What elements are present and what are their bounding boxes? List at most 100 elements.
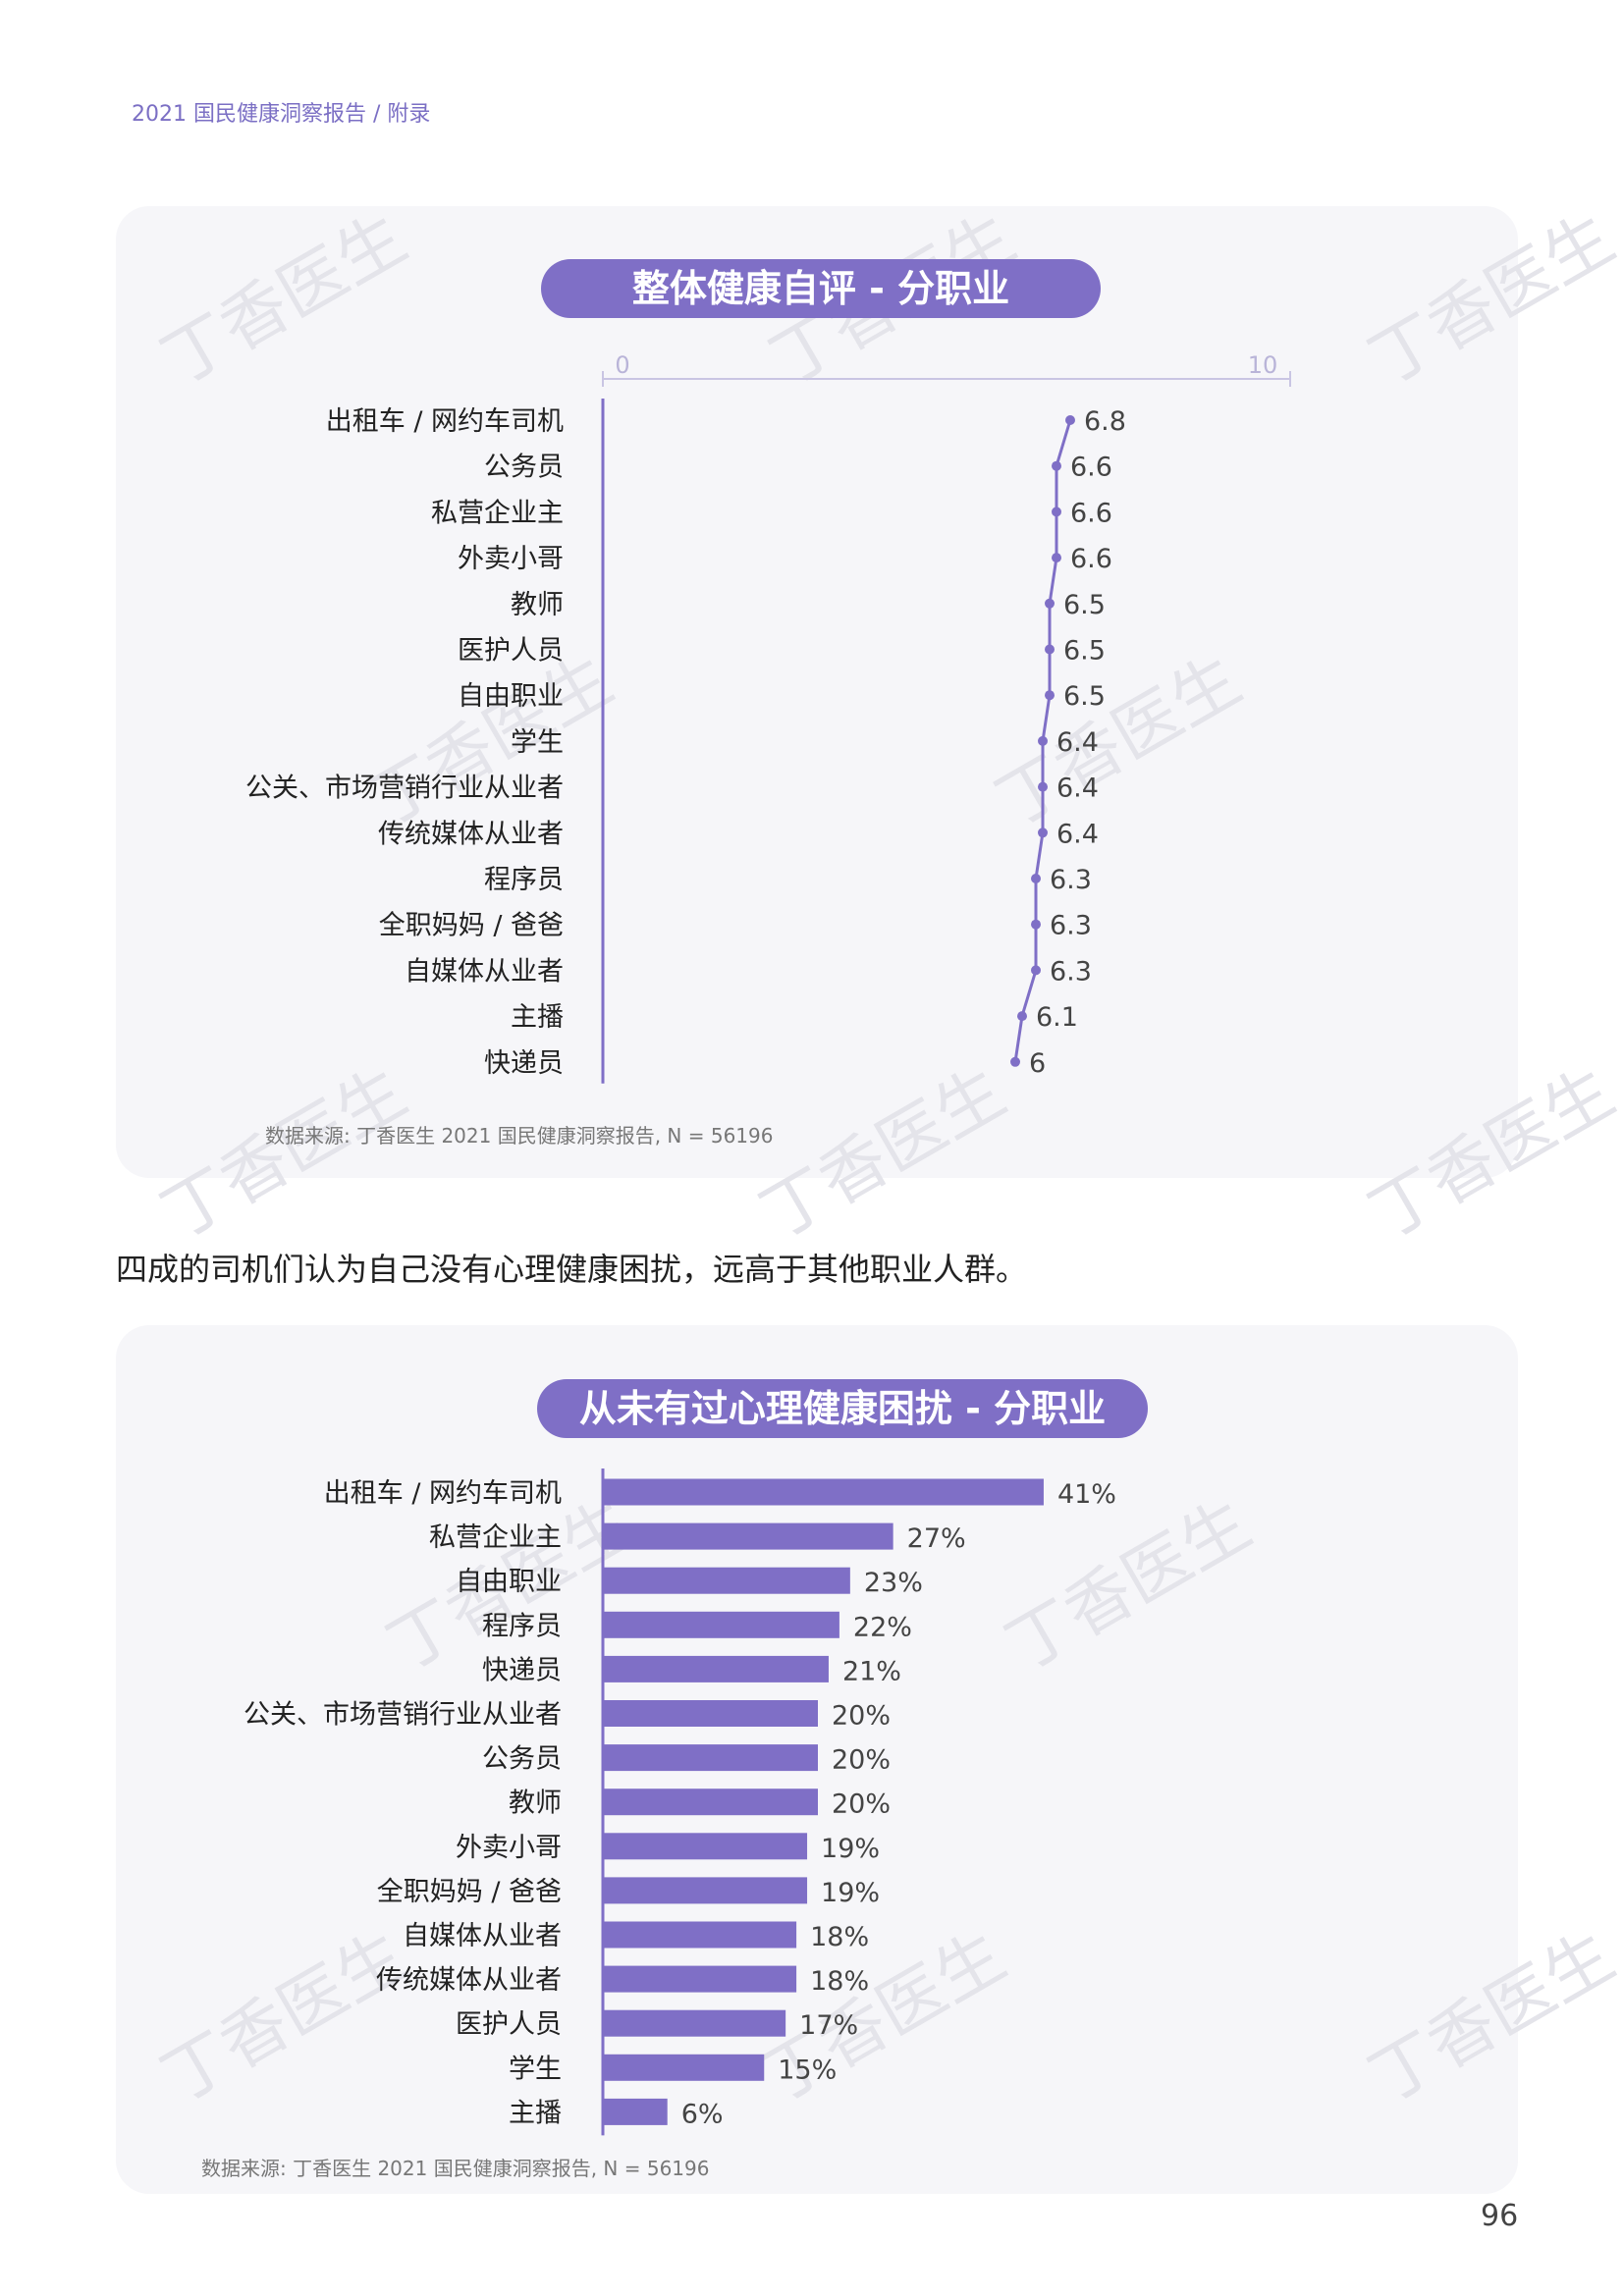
data-point	[1052, 507, 1061, 517]
data-label: 20%	[832, 1701, 891, 1732]
page-number: 96	[1481, 2199, 1519, 2233]
category-label: 教师	[511, 590, 564, 620]
data-label: 6.3	[1050, 956, 1092, 987]
data-label: 6.8	[1084, 406, 1126, 437]
category-label: 教师	[509, 1789, 562, 1819]
data-label: 18%	[810, 1922, 869, 1952]
data-point	[1010, 1056, 1020, 1067]
data-label: 6	[1029, 1048, 1046, 1079]
data-point	[1045, 598, 1055, 609]
report-header: 2021 国民健康洞察报告 / 附录	[132, 102, 431, 127]
data-point	[1045, 690, 1055, 701]
chart-source-mental-health: 数据来源: 丁香医生 2021 国民健康洞察报告, N = 56196	[201, 2157, 710, 2180]
data-label: 6.5	[1063, 681, 1106, 712]
data-label: 27%	[907, 1523, 966, 1554]
data-point	[1052, 460, 1061, 471]
bar	[603, 1744, 818, 1772]
category-label: 主播	[509, 2098, 562, 2128]
category-label: 自由职业	[458, 681, 564, 712]
category-label: 公务员	[482, 1744, 562, 1775]
chart-title-self-rating: 整体健康自评 - 分职业	[541, 259, 1101, 318]
bar	[603, 1877, 808, 1904]
data-label: 22%	[853, 1612, 912, 1642]
category-label: 主播	[511, 1002, 564, 1033]
bar	[603, 1567, 850, 1594]
category-label: 传统媒体从业者	[378, 819, 564, 849]
category-label: 自媒体从业者	[403, 1921, 562, 1951]
category-label: 公关、市场营销行业从业者	[245, 774, 564, 804]
data-point	[1031, 919, 1041, 930]
category-label: 外卖小哥	[458, 544, 564, 574]
x-tick-label: 10	[1248, 351, 1278, 379]
category-label: 外卖小哥	[456, 1833, 562, 1863]
data-label: 6.4	[1056, 727, 1099, 758]
category-label: 医护人员	[456, 2009, 562, 2040]
data-point	[1038, 828, 1048, 838]
bar	[603, 1478, 1044, 1506]
category-label: 自由职业	[456, 1567, 562, 1597]
data-label: 19%	[821, 1878, 880, 1908]
body-paragraph: 四成的司机们认为自己没有心理健康困扰，远高于其他职业人群。	[116, 1251, 1028, 1288]
bar	[603, 2054, 765, 2081]
category-label: 私营企业主	[431, 498, 564, 528]
category-label: 快递员	[482, 1655, 562, 1685]
category-label: 学生	[511, 727, 564, 758]
bar	[603, 1655, 829, 1682]
data-label: 6.1	[1036, 1002, 1078, 1033]
x-tick-label: 0	[615, 351, 629, 379]
data-label: 6.4	[1056, 819, 1099, 849]
data-point	[1031, 965, 1041, 976]
data-label: 6.3	[1050, 865, 1092, 895]
chart-source-self-rating: 数据来源: 丁香医生 2021 国民健康洞察报告, N = 56196	[265, 1124, 774, 1148]
data-point	[1038, 735, 1048, 746]
category-label: 程序员	[484, 865, 564, 895]
category-label: 学生	[509, 2054, 562, 2084]
data-point	[1045, 644, 1055, 655]
data-label: 20%	[832, 1789, 891, 1820]
data-point	[1017, 1011, 1027, 1022]
category-label: 私营企业主	[429, 1522, 562, 1553]
data-label: 18%	[810, 1966, 869, 1997]
data-point	[1065, 415, 1075, 425]
data-label: 6.6	[1070, 453, 1112, 483]
chart-title-mental-health: 从未有过心理健康困扰 - 分职业	[537, 1379, 1148, 1438]
data-label: 6.5	[1063, 590, 1106, 620]
category-label: 全职妈妈 / 爸爸	[377, 1877, 562, 1907]
category-label: 传统媒体从业者	[376, 1965, 562, 1996]
bar	[603, 1833, 808, 1860]
bar	[603, 2098, 668, 2125]
category-label: 快递员	[484, 1048, 564, 1079]
data-label: 17%	[799, 2010, 858, 2041]
data-label: 15%	[778, 2055, 837, 2085]
data-point	[1031, 874, 1041, 883]
category-label: 出租车 / 网约车司机	[326, 406, 564, 437]
bar	[603, 1700, 818, 1727]
category-label: 医护人员	[458, 636, 564, 667]
category-label: 程序员	[482, 1611, 562, 1641]
bar	[603, 1522, 893, 1550]
bar	[603, 1611, 839, 1638]
data-label: 21%	[842, 1656, 901, 1686]
data-label: 6.3	[1050, 911, 1092, 941]
data-label: 6.6	[1070, 498, 1112, 528]
data-point	[1052, 553, 1061, 563]
bar	[603, 2009, 786, 2037]
data-label: 41%	[1057, 1479, 1116, 1510]
data-label: 6%	[681, 2099, 724, 2129]
data-point	[1038, 781, 1048, 792]
data-label: 23%	[864, 1568, 923, 1598]
category-label: 公关、市场营销行业从业者	[244, 1700, 562, 1731]
data-label: 20%	[832, 1745, 891, 1776]
category-label: 自媒体从业者	[405, 956, 564, 987]
data-label: 6.4	[1056, 774, 1099, 804]
category-label: 全职妈妈 / 爸爸	[379, 911, 564, 941]
data-label: 19%	[821, 1834, 880, 1864]
category-label: 公务员	[484, 453, 564, 483]
chart-panel-self-rating	[116, 206, 1518, 1178]
bar	[603, 1921, 797, 1949]
bar	[603, 1965, 797, 1993]
category-label: 出租车 / 网约车司机	[324, 1478, 562, 1509]
data-label: 6.5	[1063, 636, 1106, 667]
data-label: 6.6	[1070, 544, 1112, 574]
